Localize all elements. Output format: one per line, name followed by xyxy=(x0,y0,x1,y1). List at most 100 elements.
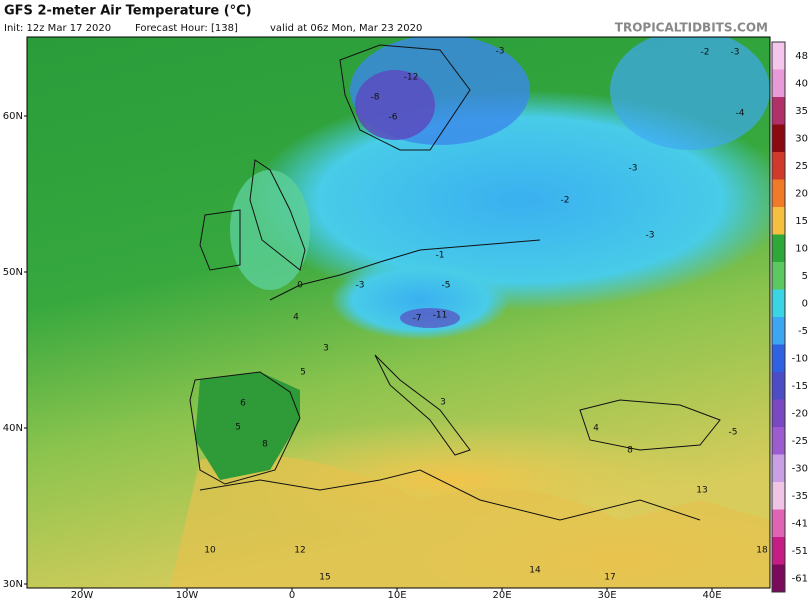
colorbar-label: -5 xyxy=(798,326,808,337)
colorbar-segment xyxy=(772,97,785,125)
valid-time: valid at 06z Mon, Mar 23 2020 xyxy=(270,23,422,34)
colorbar-label: -10 xyxy=(792,353,808,364)
temperature-value: -4 xyxy=(736,109,745,119)
colorbar-segment xyxy=(772,152,785,180)
temperature-value: 3 xyxy=(440,398,446,408)
colorbar-label: 0 xyxy=(802,298,808,309)
lon-label: 0 xyxy=(289,590,295,600)
lon-label: 20W xyxy=(71,590,94,600)
colorbar-segment xyxy=(772,42,785,70)
colorbar-segment xyxy=(772,482,785,510)
map-frame xyxy=(26,36,771,589)
colorbar-segment xyxy=(772,509,785,537)
temperature-value: 12 xyxy=(294,546,305,556)
lon-label: 20E xyxy=(492,590,511,600)
temperature-value: -11 xyxy=(433,311,448,321)
cold-area xyxy=(250,90,770,310)
lat-label: 50N xyxy=(3,267,23,278)
temperature-value: -3 xyxy=(646,231,655,241)
lon-label: 10E xyxy=(387,590,406,600)
colorbar-segment xyxy=(772,427,785,455)
colorbar-segment xyxy=(772,537,785,565)
colorbar-segment xyxy=(772,317,785,345)
temperature-value: 15 xyxy=(319,573,330,583)
source: TROPICALTIDBITS.COM xyxy=(615,21,768,35)
colorbar-label: -41 xyxy=(792,518,808,529)
temperature-value: -2 xyxy=(561,196,570,206)
coastlines xyxy=(189,44,721,521)
temperature-value: 17 xyxy=(604,573,615,583)
temperature-value: -3 xyxy=(731,48,740,58)
temperature-value: -3 xyxy=(356,281,365,291)
colorbar-label: 10 xyxy=(795,243,808,254)
lon-label: 10W xyxy=(176,590,199,600)
lat-label: 30N xyxy=(3,579,23,590)
colorbar-label: 15 xyxy=(795,216,808,227)
temperature-value: -1 xyxy=(436,251,445,261)
temperature-value: -3 xyxy=(496,47,505,57)
colorbar-label: 25 xyxy=(795,161,808,172)
colorbar-label: 30 xyxy=(795,133,808,144)
temperature-value: 13 xyxy=(696,486,707,496)
temperature-value: 4 xyxy=(593,424,599,434)
norway-cold xyxy=(355,70,435,140)
colorbar-segment xyxy=(772,179,785,207)
temperature-value: 4 xyxy=(293,313,299,323)
colorbar-segment xyxy=(772,344,785,372)
colorbar-segment xyxy=(772,289,785,317)
lat-label: 60N xyxy=(3,111,23,122)
temperature-value: 5 xyxy=(235,423,241,433)
colorbar-segment xyxy=(772,399,785,427)
colorbar-label: -15 xyxy=(792,381,808,392)
colorbar-label: -51 xyxy=(792,546,808,557)
temperature-value: 14 xyxy=(529,566,541,576)
temperature-value: -5 xyxy=(729,428,738,438)
colorbar-segment xyxy=(772,234,785,262)
colorbar-label: 40 xyxy=(795,78,808,89)
colorbar-label: 48 xyxy=(795,51,808,62)
colorbar-label: -25 xyxy=(792,436,808,447)
alps-cold xyxy=(400,308,460,328)
colorbar-segment xyxy=(772,372,785,400)
colorbar-segment xyxy=(772,207,785,235)
colorbar-segment xyxy=(772,69,785,97)
forecast-hour: Forecast Hour: [138] xyxy=(135,23,238,34)
lon-label: 40E xyxy=(702,590,721,600)
colorbar-frame xyxy=(771,41,786,593)
colorbar-segment xyxy=(772,262,785,290)
colorbar-label: -35 xyxy=(792,491,808,502)
colorbar-label: 20 xyxy=(795,188,808,199)
temperature-value: -2 xyxy=(701,48,710,58)
map xyxy=(27,37,770,588)
temperature-value: 18 xyxy=(756,546,768,556)
temperature-value: -8 xyxy=(371,93,380,103)
temperature-value: -6 xyxy=(389,113,398,123)
colorbar-label: -20 xyxy=(792,408,808,419)
temperature-value: -3 xyxy=(629,164,638,174)
north-africa-warm xyxy=(170,455,770,588)
lat-label: 40N xyxy=(3,423,23,434)
colorbar-label: -30 xyxy=(792,463,808,474)
lon-label: 30E xyxy=(597,590,616,600)
russia-cold xyxy=(610,37,770,150)
temperature-value: 3 xyxy=(323,344,329,354)
colorbar-label: -61 xyxy=(792,573,808,584)
colorbar-segment xyxy=(772,124,785,152)
temperature-value: -12 xyxy=(404,73,419,83)
temperature-value: 5 xyxy=(300,368,306,378)
temperature-value: 8 xyxy=(627,446,633,456)
iberia xyxy=(195,372,300,480)
temperature-value: 0 xyxy=(297,281,303,291)
init-time: Init: 12z Mar 17 2020 xyxy=(4,23,111,34)
temperature-value: 10 xyxy=(204,546,216,556)
title: GFS 2-meter Air Temperature (°C) xyxy=(4,4,252,19)
temperature-value: -7 xyxy=(413,314,422,324)
temperature-value: 8 xyxy=(262,440,268,450)
colorbar-label: 5 xyxy=(802,271,808,282)
colorbar-segment xyxy=(772,564,785,592)
colorbar-label: 35 xyxy=(795,106,808,117)
colorbar-segment xyxy=(772,454,785,482)
cold-area xyxy=(330,260,510,340)
temperature-value: -5 xyxy=(442,281,451,291)
